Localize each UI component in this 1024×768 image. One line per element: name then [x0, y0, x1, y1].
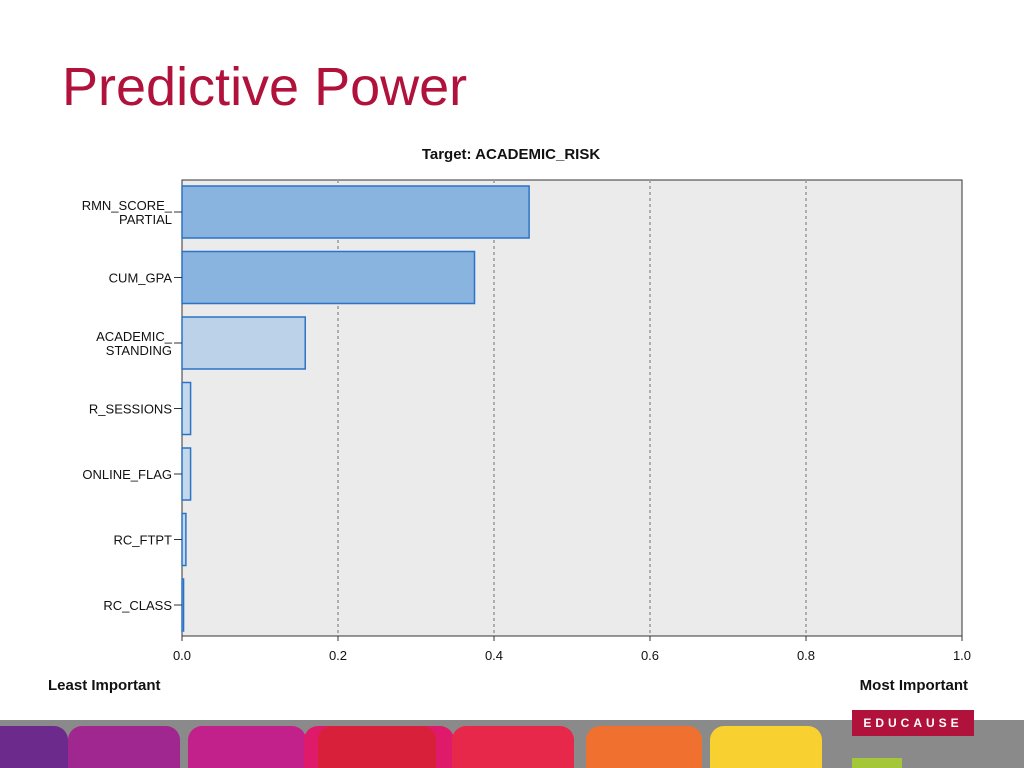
bar: [181, 512, 187, 567]
category-label: ONLINE_FLAG: [82, 467, 172, 482]
category-label: RC_CLASS: [103, 598, 172, 613]
bar: [181, 316, 306, 370]
footer-tile: [188, 726, 306, 768]
x-tick-labels: 0.0 0.2 0.4 0.6 0.8 1.0: [173, 636, 971, 663]
bar: [181, 381, 192, 436]
bar: [181, 185, 530, 239]
slide-title: Predictive Power: [62, 57, 468, 117]
grid-lines: [337, 180, 807, 636]
x-tick-label: 0.8: [797, 648, 815, 663]
x-tick-label: 0.6: [641, 648, 659, 663]
x-tick-label: 0.4: [485, 648, 503, 663]
footer-tile: [318, 726, 436, 768]
category-labels: RMN_SCORE_ PARTIAL CUM_GPA ACADEMIC_ STANDIN…: [82, 198, 182, 613]
category-label: ACADEMIC_ STANDING: [96, 329, 173, 358]
footer-tile: [68, 726, 180, 768]
importance-chart: Target: ACADEMIC_RISK RMN_SCORE_ PARTIAL C…: [48, 146, 971, 694]
x-tick-label: 0.2: [329, 648, 347, 663]
bar: [181, 250, 476, 305]
educause-logo: EDUCAUSE: [852, 710, 974, 736]
footer-tile: [710, 726, 822, 768]
footer-tile: [452, 726, 574, 768]
footer-tile: [586, 726, 702, 768]
logo-accent-bar: [852, 758, 902, 768]
least-important-label: Least Important: [48, 677, 161, 694]
plot-area: [181, 179, 963, 637]
bars: [181, 185, 530, 632]
x-tick-label: 1.0: [953, 648, 971, 663]
bar: [181, 578, 185, 632]
category-label: RMN_SCORE_ PARTIAL: [82, 198, 173, 227]
bar: [181, 447, 192, 501]
footer-tile: [0, 726, 68, 768]
category-label: CUM_GPA: [109, 271, 173, 286]
chart-title: Target: ACADEMIC_RISK: [422, 146, 601, 163]
x-tick-label: 0.0: [173, 648, 191, 663]
category-label: RC_FTPT: [114, 533, 173, 548]
category-label: R_SESSIONS: [89, 402, 172, 417]
most-important-label: Most Important: [860, 677, 968, 694]
